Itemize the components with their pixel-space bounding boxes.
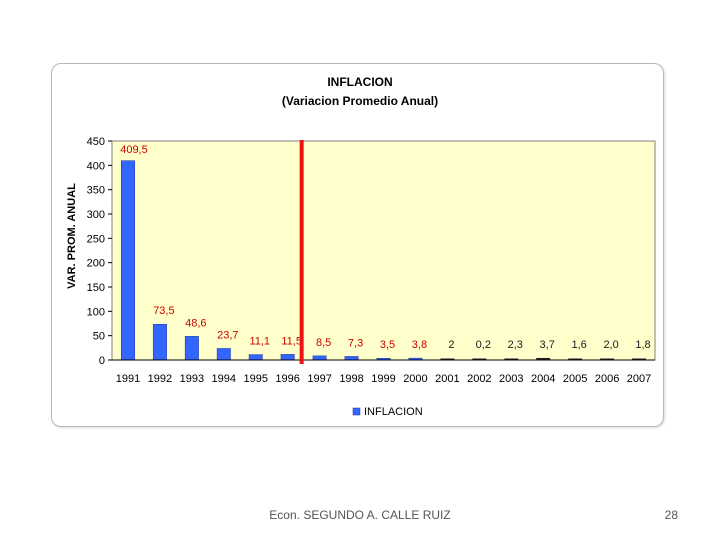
bar-1995	[248, 354, 263, 361]
data-label-1997: 8,5	[316, 337, 331, 349]
data-label-2002: 0,2	[476, 339, 491, 351]
x-tick-label-1993: 1993	[180, 373, 204, 385]
data-label-1995: 11,1	[249, 336, 270, 348]
bar-1992	[152, 323, 167, 361]
x-tick-label-1996: 1996	[275, 373, 299, 385]
y-tick-label: 400	[87, 160, 105, 172]
bar-1994	[216, 348, 231, 361]
x-tick-label-2003: 2003	[499, 373, 523, 385]
x-tick-label-1999: 1999	[371, 373, 395, 385]
x-tick-label-1992: 1992	[148, 373, 172, 385]
y-tick-label: 350	[87, 185, 105, 197]
data-label-1991: 409,5	[120, 144, 148, 156]
data-label-2000: 3,8	[412, 339, 427, 351]
y-tick-label: 100	[87, 306, 105, 318]
bar-series	[121, 160, 646, 361]
footer-author: Econ. SEGUNDO A. CALLE RUIZ	[269, 508, 451, 522]
legend-swatch	[352, 407, 361, 416]
bar-1997	[312, 355, 327, 361]
data-label-1992: 73,5	[153, 305, 174, 317]
data-labels: 409,5 73,5 48,6 23,7 11,1 11,5 8,5 7,3 3,5 3,8 2 0,…	[120, 144, 650, 351]
plot-area	[111, 140, 656, 361]
y-tick-label: 50	[93, 331, 105, 343]
y-tick-label: 0	[99, 355, 105, 367]
y-axis: 0 50 100 150 200 250 300 350 400 450	[87, 136, 112, 367]
data-label-1994: 23,7	[217, 329, 238, 341]
x-tick-label-1995: 1995	[243, 373, 267, 385]
x-tick-label-1997: 1997	[307, 373, 331, 385]
data-label-2005: 1,6	[571, 339, 586, 351]
x-tick-label-2000: 2000	[403, 373, 427, 385]
x-tick-label-2006: 2006	[595, 373, 619, 385]
x-tick-label-2005: 2005	[563, 373, 587, 385]
data-label-1993: 48,6	[185, 317, 206, 329]
x-tick-label-2002: 2002	[467, 373, 491, 385]
y-tick-label: 450	[87, 136, 105, 148]
data-label-2004: 3,7	[540, 339, 555, 351]
x-tick-label-1998: 1998	[339, 373, 363, 385]
y-tick-label: 150	[87, 282, 105, 294]
bar-1996	[280, 354, 295, 361]
data-label-2001: 2	[448, 339, 454, 351]
chart-subtitle: (Variacion Promedio Anual)	[282, 94, 438, 108]
legend: INFLACION	[352, 406, 423, 418]
x-tick-label-2001: 2001	[435, 373, 459, 385]
data-label-1999: 3,5	[380, 339, 395, 351]
y-tick-label: 200	[87, 258, 105, 270]
data-label-2003: 2,3	[508, 339, 523, 351]
bar-1991	[121, 160, 135, 361]
data-label-2006: 2,0	[603, 339, 618, 351]
bar-1993	[184, 336, 199, 361]
x-tick-label-2004: 2004	[531, 373, 555, 385]
x-tick-label-1991: 1991	[116, 373, 140, 385]
chart-frame: INFLACION (Variacion Promedio Anual) VAR…	[51, 63, 664, 427]
x-tick-label-1994: 1994	[212, 373, 236, 385]
x-tick-label-2007: 2007	[627, 373, 651, 385]
y-tick-label: 250	[87, 233, 105, 245]
x-axis: 1991 1992 1993 1994 1995 1996 1997 1998 1999 2000…	[112, 359, 655, 385]
data-label-2007: 1,8	[635, 339, 650, 351]
inflation-bar-chart: INFLACION (Variacion Promedio Anual) VAR…	[66, 75, 656, 418]
legend-label: INFLACION	[364, 406, 423, 418]
y-axis-label: VAR. PROM. ANUAL	[66, 183, 78, 289]
page-number: 28	[664, 508, 678, 522]
chart-title: INFLACION	[327, 75, 392, 89]
bar-1998	[344, 356, 359, 361]
y-tick-label: 300	[87, 209, 105, 221]
data-label-1996: 11,5	[281, 335, 302, 347]
data-label-1998: 7,3	[348, 337, 363, 349]
